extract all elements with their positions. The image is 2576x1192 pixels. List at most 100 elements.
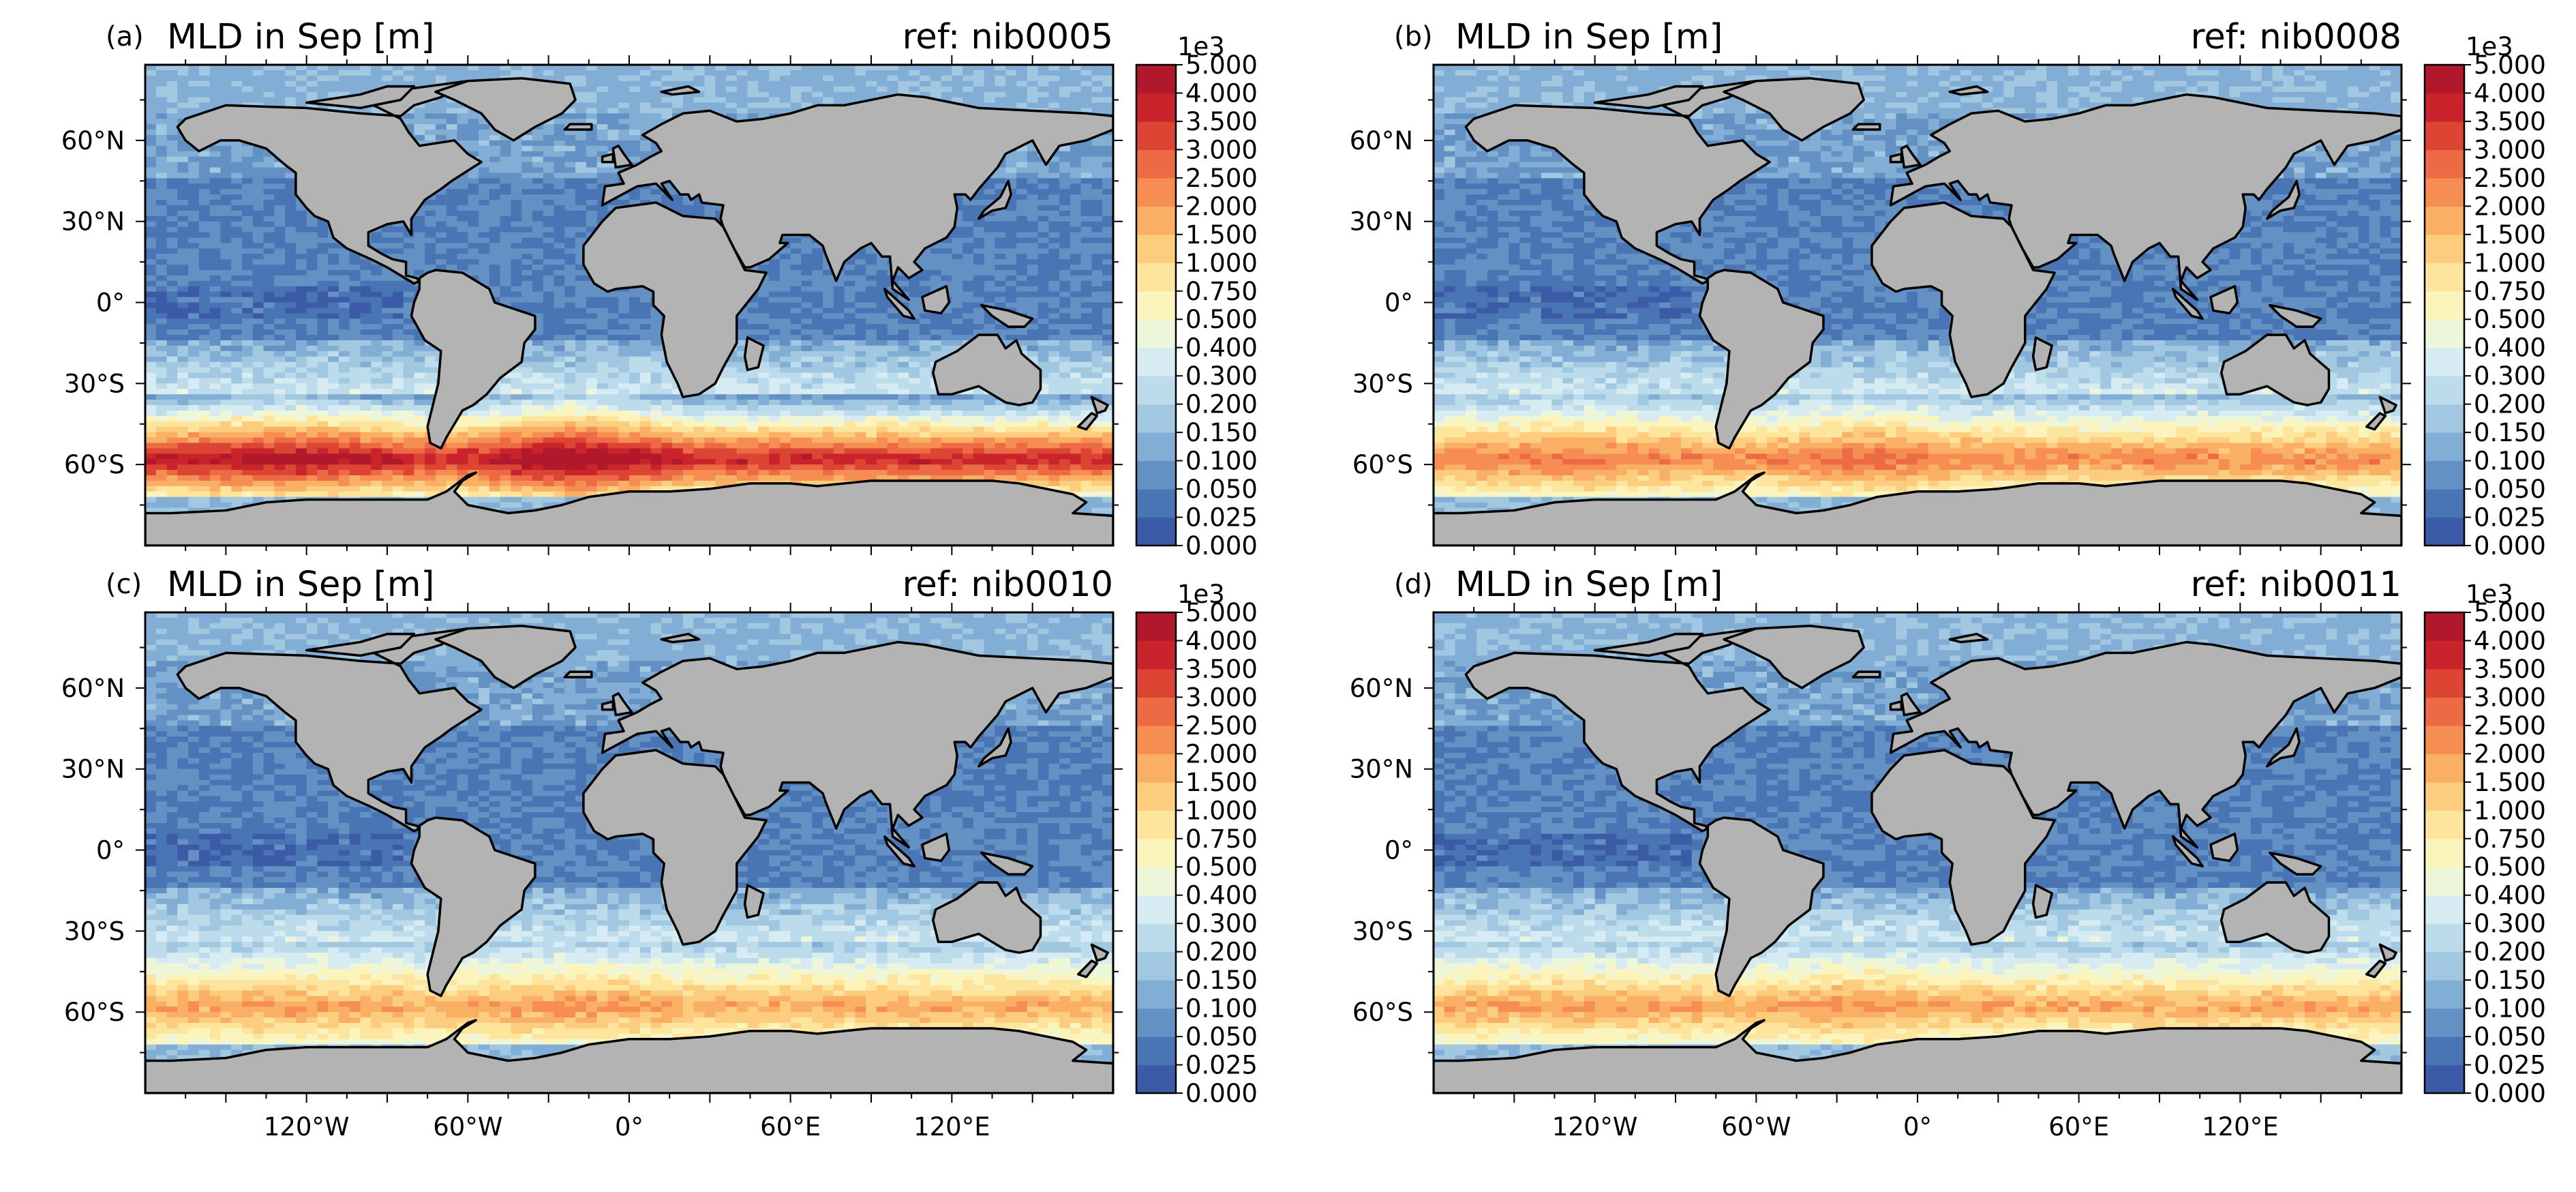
mld-cell <box>801 75 813 82</box>
mld-cell <box>1016 200 1028 206</box>
mld-cell <box>209 345 222 352</box>
mld-cell <box>1005 280 1017 287</box>
mld-cell <box>855 248 866 255</box>
mld-cell <box>930 324 942 330</box>
mld-cell <box>371 265 382 271</box>
mld-cell <box>909 345 920 352</box>
mld-cell <box>801 275 813 282</box>
mld-cell <box>952 297 963 303</box>
mld-cell <box>231 302 243 309</box>
mld-cell <box>639 91 652 98</box>
mld-cell <box>930 345 942 352</box>
mld-cell <box>866 70 877 76</box>
mld-cell <box>973 226 985 233</box>
mld-cell <box>177 318 189 325</box>
mld-cell <box>1102 270 1113 276</box>
mld-cell <box>930 351 942 357</box>
mld-cell <box>457 205 469 211</box>
mld-cell <box>1027 156 1039 163</box>
mld-cell <box>801 86 813 93</box>
mld-cell <box>166 70 179 76</box>
mld-cell <box>392 335 404 341</box>
mld-cell <box>1102 335 1113 341</box>
mld-cell <box>844 291 856 298</box>
mld-cell <box>468 130 479 136</box>
mld-cell <box>500 291 512 298</box>
mld-cell <box>973 75 985 82</box>
mld-cell <box>639 335 652 341</box>
mld-cell <box>1005 70 1017 76</box>
mld-cell <box>328 80 339 87</box>
mld-cell <box>177 113 189 120</box>
mld-cell <box>382 329 393 336</box>
mld-cell <box>639 302 652 309</box>
mld-cell <box>177 243 189 250</box>
mld-cell <box>436 97 447 104</box>
mld-cell <box>1037 324 1050 330</box>
mld-cell <box>209 356 222 363</box>
mld-cell <box>274 265 286 271</box>
mld-cell <box>339 70 350 76</box>
mld-cell <box>360 308 372 314</box>
mld-cell <box>295 65 307 71</box>
mld-cell <box>844 329 856 336</box>
mld-cell <box>511 243 523 250</box>
mld-cell <box>790 75 802 82</box>
mld-cell <box>650 345 663 352</box>
mld-cell <box>145 215 157 222</box>
mld-cell <box>177 189 189 195</box>
mld-cell <box>209 329 222 336</box>
mld-cell <box>1027 91 1039 98</box>
mld-cell <box>575 351 587 357</box>
mld-cell <box>823 65 834 71</box>
mld-cell <box>1048 259 1060 265</box>
mld-cell <box>145 297 157 303</box>
mld-cell <box>1037 65 1050 71</box>
mld-cell <box>1059 297 1071 303</box>
mld-cell <box>155 189 168 195</box>
mld-cell <box>188 356 200 363</box>
mld-cell <box>511 265 523 271</box>
mld-cell <box>198 237 211 244</box>
mld-cell <box>618 97 630 104</box>
mld-cell <box>274 86 286 93</box>
mld-cell <box>812 91 823 98</box>
mld-cell <box>220 97 232 104</box>
mld-cell <box>844 91 856 98</box>
mld-cell <box>554 140 566 147</box>
mld-cell <box>339 345 350 352</box>
mld-cell <box>532 162 544 168</box>
mld-cell <box>155 226 168 233</box>
mld-cell <box>973 254 985 260</box>
mld-cell <box>220 351 232 357</box>
mld-cell <box>596 86 609 93</box>
mld-cell <box>984 297 996 303</box>
mld-cell <box>446 210 458 217</box>
mld-cell <box>198 361 211 368</box>
mld-cell <box>1048 86 1060 93</box>
mld-cell <box>920 313 931 320</box>
mld-cell <box>285 65 297 71</box>
mld-cell <box>231 270 243 276</box>
mld-cell <box>295 324 307 330</box>
mld-cell <box>177 302 189 309</box>
mld-cell <box>382 270 393 276</box>
mld-cell <box>263 215 275 222</box>
mld-cell <box>1059 173 1071 179</box>
mld-cell <box>1016 297 1028 303</box>
mld-cell <box>521 243 533 250</box>
mld-cell <box>220 361 232 368</box>
mld-cell <box>1027 265 1039 271</box>
mld-cell <box>1070 248 1082 255</box>
mld-cell <box>855 86 866 93</box>
mld-cell <box>618 324 630 330</box>
mld-cell <box>145 221 157 228</box>
mld-cell <box>920 265 931 271</box>
mld-cell <box>489 173 501 179</box>
mld-cell <box>866 86 877 93</box>
mld-cell <box>543 308 555 314</box>
mld-cell <box>511 189 523 195</box>
mld-cell <box>511 221 523 228</box>
mld-cell <box>575 156 587 163</box>
mld-cell <box>360 108 372 115</box>
